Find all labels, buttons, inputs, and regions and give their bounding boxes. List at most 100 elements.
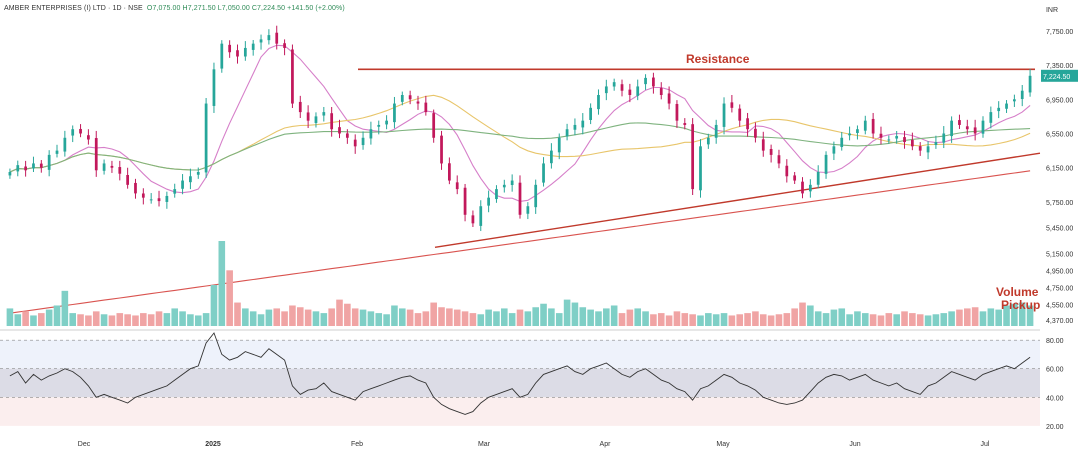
candle-body — [8, 172, 12, 176]
volume-bar — [14, 314, 22, 326]
volume-bar — [140, 313, 147, 326]
candle-body — [495, 189, 498, 200]
volume-bar — [838, 308, 846, 326]
volume-bar — [909, 313, 916, 326]
rsi-lower-band — [0, 397, 1040, 426]
candle-body — [16, 165, 20, 172]
candle-body — [87, 135, 90, 140]
volume-bar — [501, 308, 508, 326]
candle-body — [785, 165, 789, 177]
price-tick-label: 7,350.00 — [1046, 63, 1073, 70]
volume-bar — [642, 311, 649, 326]
candle-body — [345, 133, 349, 138]
candle-body — [259, 39, 263, 43]
volume-bar — [689, 314, 696, 326]
candle-body — [110, 165, 114, 168]
volume-bar — [92, 311, 100, 326]
volume-bar — [665, 315, 673, 326]
candle-body — [353, 139, 357, 147]
volume-bar — [132, 315, 139, 326]
volume-bar — [453, 309, 461, 326]
candle-body — [659, 88, 663, 95]
candle-body — [754, 128, 757, 138]
last-price-tag — [1041, 69, 1078, 82]
candle-body — [777, 155, 781, 164]
volume-bar — [430, 302, 437, 326]
candle-body — [236, 50, 239, 57]
volume-bar — [461, 311, 469, 326]
candle-body — [181, 180, 184, 189]
time-tick-label: Jun — [849, 441, 860, 448]
volume-bar — [351, 308, 359, 326]
time-tick-label: Apr — [600, 441, 612, 448]
volume-bar — [540, 303, 547, 326]
volume-bar — [626, 309, 634, 326]
volume-bar — [6, 308, 14, 326]
candle-body — [989, 112, 993, 123]
candle-body — [612, 82, 616, 87]
volume-bar — [861, 313, 869, 326]
price-tick-label: 6,550.00 — [1046, 132, 1073, 139]
volume-bar — [194, 315, 202, 326]
candle-body — [157, 198, 161, 202]
volume-bar — [22, 311, 29, 326]
volume-bar — [508, 313, 516, 326]
candle-body — [228, 44, 232, 53]
candle-body — [393, 103, 396, 123]
candle-body — [479, 206, 483, 226]
candle-body — [950, 120, 953, 137]
candle-body — [824, 154, 828, 174]
last-price-label: 7,224.50 — [1043, 74, 1070, 81]
candle-body — [39, 163, 43, 168]
volume-bar — [257, 314, 265, 326]
candle-body — [1028, 75, 1032, 93]
sma-slow-line — [9, 122, 1031, 173]
candle-body — [408, 95, 412, 100]
volume-bar — [681, 313, 689, 326]
volume-bar — [477, 314, 485, 326]
volume-bar — [673, 311, 681, 326]
volume-bar — [877, 315, 885, 326]
time-tick-label: Feb — [351, 441, 363, 448]
candle-body — [597, 95, 600, 110]
candle-body — [338, 127, 341, 134]
volume-bar — [767, 315, 775, 326]
volume-bar — [249, 311, 257, 326]
rsi-panel: 80.00 60.00 40.00 20.00 — [0, 329, 1064, 431]
candle-body — [377, 124, 381, 127]
volume-bar — [728, 315, 736, 326]
volume-bar — [579, 307, 587, 326]
candle-body — [134, 182, 137, 194]
candle-body — [196, 172, 200, 175]
candle-body — [589, 107, 592, 120]
time-tick-label: May — [716, 441, 730, 448]
candle-body — [863, 120, 867, 131]
volume-bar — [383, 314, 390, 326]
candle-body — [212, 69, 216, 106]
volume-bar — [987, 308, 995, 326]
time-tick-label: Jul — [981, 441, 990, 448]
candle-body — [298, 101, 302, 113]
candle-body — [746, 118, 749, 130]
candle-body — [534, 184, 538, 208]
volume-bar — [359, 309, 367, 326]
candle-body — [652, 77, 655, 87]
volume-bar — [932, 314, 940, 326]
volume-bar — [108, 315, 116, 326]
volume-bars — [6, 241, 1034, 326]
volume-bar — [563, 299, 571, 326]
candle-body — [275, 32, 279, 44]
candle-body — [816, 172, 820, 185]
volume-bar — [398, 308, 406, 326]
candle-body — [738, 108, 742, 121]
volume-bar — [438, 307, 445, 326]
candle-body — [463, 187, 467, 215]
candle-body — [808, 184, 812, 192]
candle-body — [47, 154, 51, 170]
volume-bar — [406, 309, 414, 326]
candle-body — [895, 136, 899, 139]
volume-bar — [234, 302, 241, 326]
volume-bar — [854, 311, 861, 326]
price-tick-label: 4,950.00 — [1046, 268, 1073, 275]
